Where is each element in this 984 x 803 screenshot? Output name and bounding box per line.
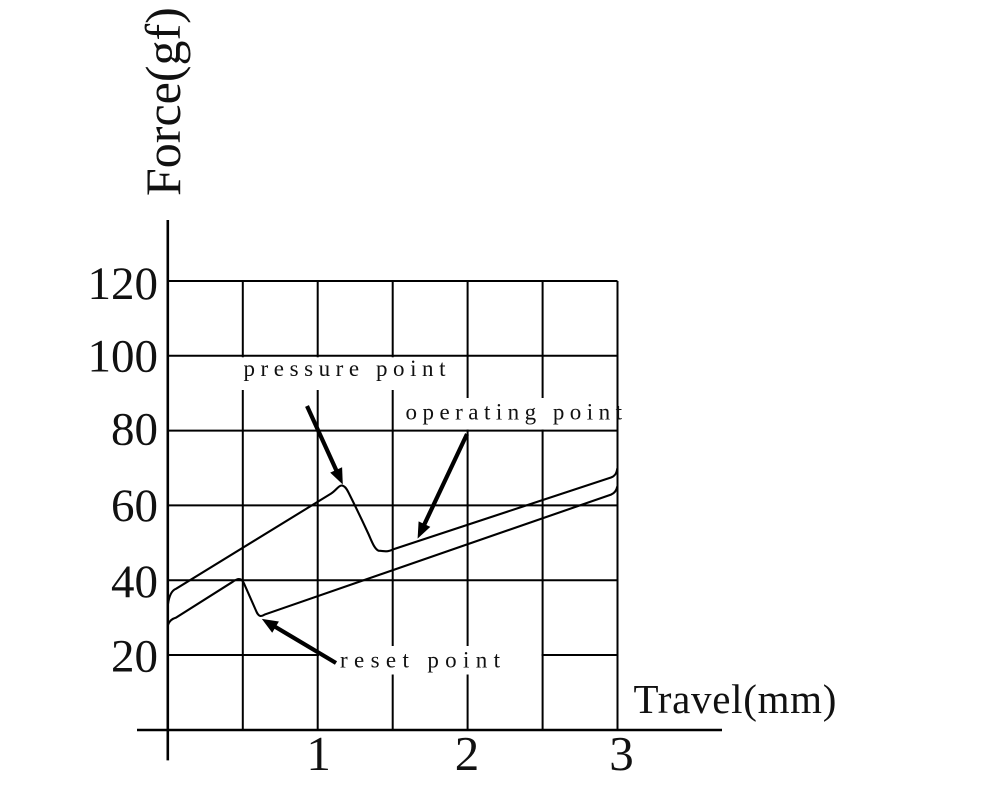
svg-text:1: 1	[306, 726, 331, 781]
svg-text:40: 40	[111, 556, 158, 608]
svg-text:reset point: reset point	[340, 648, 501, 673]
svg-text:60: 60	[111, 480, 158, 532]
svg-text:operating point: operating point	[406, 400, 623, 425]
svg-text:Force(gf): Force(gf)	[135, 7, 191, 196]
svg-text:80: 80	[111, 404, 158, 456]
svg-text:2: 2	[455, 726, 480, 781]
svg-text:Travel(mm): Travel(mm)	[634, 676, 838, 722]
svg-text:20: 20	[111, 631, 158, 683]
svg-text:3: 3	[609, 726, 634, 781]
svg-text:100: 100	[88, 331, 159, 383]
svg-text:120: 120	[88, 258, 159, 310]
